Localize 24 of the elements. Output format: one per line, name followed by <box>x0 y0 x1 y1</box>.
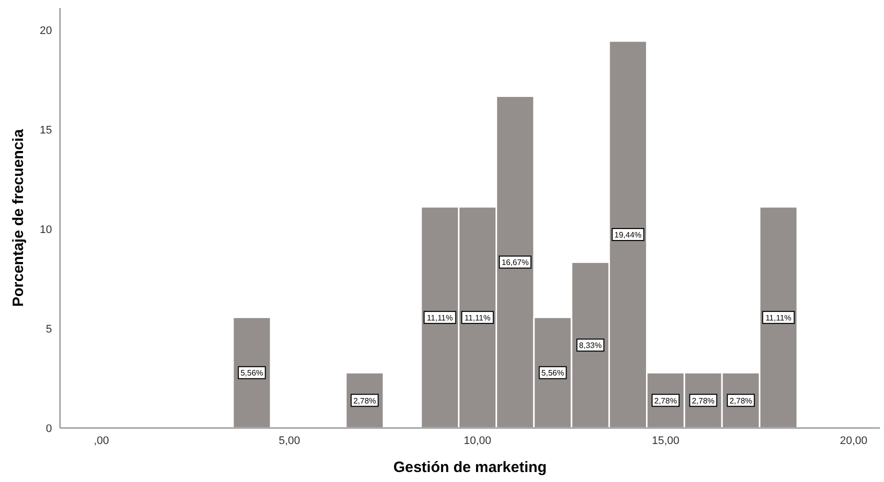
x-tick-label: 10,00 <box>464 435 492 447</box>
data-label: 8,33% <box>579 341 602 350</box>
x-tick-label: 20,00 <box>840 435 868 447</box>
y-tick-label: 5 <box>46 323 52 336</box>
x-axis-title: Gestión de marketing <box>393 459 547 476</box>
x-tick-label: ,00 <box>94 435 110 447</box>
data-label: 16,67% <box>502 258 529 268</box>
x-tick-label: 15,00 <box>652 435 680 447</box>
data-label: 11,11% <box>765 313 792 322</box>
data-label: 11,11% <box>426 313 453 322</box>
x-tick-label: 5,00 <box>278 435 300 447</box>
data-label: 5,56% <box>541 368 564 378</box>
data-label: 2,78% <box>729 396 752 406</box>
data-label: 2,78% <box>353 396 376 406</box>
data-label: 11,11% <box>464 313 490 322</box>
data-label: 19,44% <box>614 230 642 240</box>
y-axis-title: Porcentaje de frecuencia <box>10 128 27 307</box>
y-tick-label: 15 <box>40 124 52 136</box>
y-tick-label: 20 <box>40 24 52 37</box>
data-label: 5,56% <box>240 368 264 378</box>
y-tick-label: 0 <box>46 423 52 435</box>
data-label: 2,78% <box>654 396 677 406</box>
data-label: 2,78% <box>692 396 715 406</box>
y-tick-label: 10 <box>40 224 52 236</box>
